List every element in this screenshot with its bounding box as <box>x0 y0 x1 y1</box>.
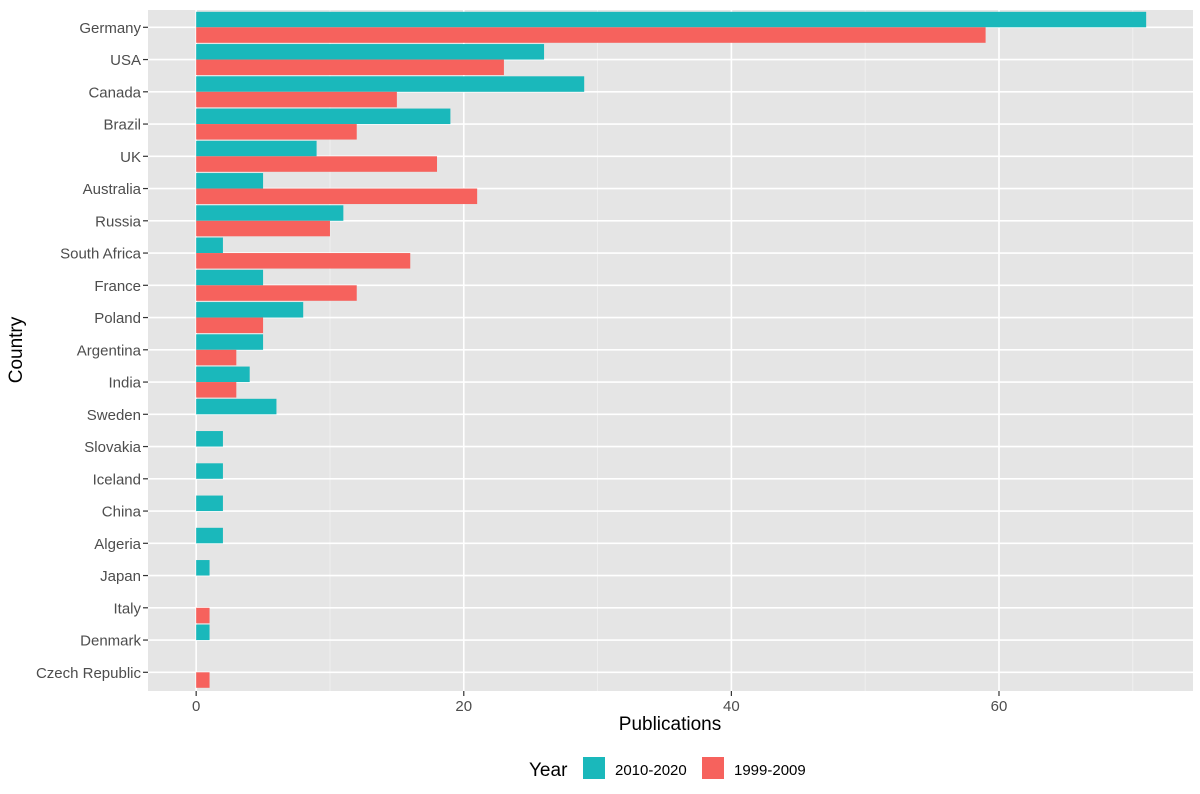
y-tick-label: USA <box>110 52 141 69</box>
bar-1999-2009-argentina <box>196 349 237 366</box>
x-tick-label: 0 <box>192 698 200 715</box>
y-tick-label: China <box>102 504 142 521</box>
y-tick-label: Sweden <box>87 407 141 424</box>
y-tick-label: UK <box>120 149 141 166</box>
y-tick-label: India <box>108 375 141 392</box>
bar-2010-2020-russia <box>196 205 344 221</box>
y-tick-label: Czech Republic <box>36 665 142 682</box>
bar-2010-2020-germany <box>196 11 1147 28</box>
x-tick-label: 20 <box>455 698 472 715</box>
bar-2010-2020-india <box>196 366 250 383</box>
bar-1999-2009-india <box>196 382 237 398</box>
bar-1999-2009-uk <box>196 156 438 172</box>
y-tick-label: Germany <box>79 20 141 37</box>
legend-title: Year <box>529 760 568 781</box>
bar-2010-2020-uk <box>196 140 317 157</box>
bar-1999-2009-italy <box>196 607 210 624</box>
bar-2010-2020-france <box>196 269 264 286</box>
bar-2010-2020-slovakia <box>196 431 223 447</box>
bar-2010-2020-china <box>196 495 223 512</box>
bar-2010-2020-denmark <box>196 624 210 641</box>
legend-label-2010-2020: 2010-2020 <box>615 762 687 779</box>
x-axis-title: Publications <box>619 714 721 735</box>
legend: Year 2010-2020 1999-2009 <box>529 757 806 781</box>
legend-key-2010-2020 <box>583 757 605 779</box>
y-tick-label: Japan <box>100 568 141 585</box>
y-tick-label: Argentina <box>77 342 142 359</box>
y-axis: Germany USA Canada Brazil UK Australia Russia S… <box>36 20 148 682</box>
legend-label-1999-2009: 1999-2009 <box>734 762 806 779</box>
y-tick-label: Brazil <box>103 117 141 134</box>
x-tick-label: 40 <box>723 698 740 715</box>
bar-1999-2009-russia <box>196 220 330 237</box>
bar-2010-2020-algeria <box>196 527 223 544</box>
bar-1999-2009-poland <box>196 317 264 334</box>
y-tick-label: Iceland <box>93 471 141 488</box>
bar-2010-2020-south-africa <box>196 237 223 254</box>
bar-2010-2020-canada <box>196 76 585 92</box>
bar-2010-2020-usa <box>196 44 545 60</box>
bar-1999-2009-czech-republic <box>196 672 210 688</box>
y-tick-label: Algeria <box>94 536 141 553</box>
bar-1999-2009-usa <box>196 59 504 76</box>
x-axis: 0 20 40 60 <box>192 691 1007 715</box>
bar-1999-2009-brazil <box>196 124 357 140</box>
y-tick-label: France <box>94 278 141 295</box>
y-axis-title: Country <box>6 316 27 383</box>
bars <box>196 11 1147 688</box>
bar-1999-2009-france <box>196 285 357 301</box>
bar-1999-2009-south-africa <box>196 253 411 269</box>
bar-2010-2020-brazil <box>196 108 451 125</box>
bar-2010-2020-poland <box>196 302 304 318</box>
y-tick-label: Denmark <box>80 633 141 650</box>
bar-2010-2020-australia <box>196 173 264 189</box>
bar-2010-2020-iceland <box>196 463 223 479</box>
bar-2010-2020-japan <box>196 560 210 576</box>
legend-key-1999-2009 <box>702 757 724 779</box>
x-tick-label: 60 <box>991 698 1008 715</box>
bar-1999-2009-germany <box>196 27 986 43</box>
y-tick-label: Russia <box>95 213 142 230</box>
y-tick-label: Canada <box>88 84 141 101</box>
y-tick-label: Poland <box>94 310 141 327</box>
y-tick-label: Slovakia <box>84 439 141 456</box>
y-tick-label: South Africa <box>60 246 142 263</box>
bar-1999-2009-australia <box>196 188 478 205</box>
bar-1999-2009-canada <box>196 91 397 108</box>
bar-2010-2020-argentina <box>196 334 264 350</box>
bar-2010-2020-sweden <box>196 398 277 415</box>
y-tick-label: Italy <box>113 600 141 617</box>
y-tick-label: Australia <box>83 181 142 198</box>
